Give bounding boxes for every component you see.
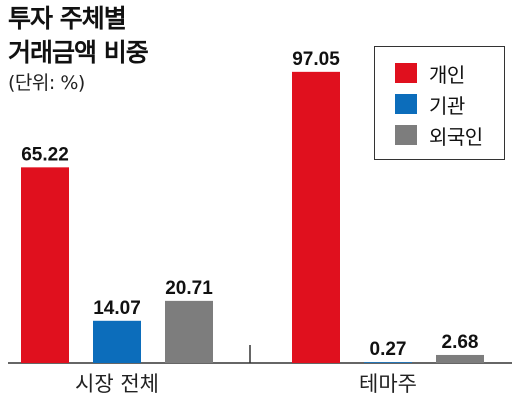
bar-theme-foreigner <box>436 354 484 363</box>
category-label-all: 시장 전체 <box>75 372 159 396</box>
bar-value-label-theme-individual: 97.05 <box>292 49 340 70</box>
unit-label: (단위: %) <box>8 72 85 94</box>
bar-all-foreigner <box>165 300 213 363</box>
bar-theme-individual <box>292 71 340 363</box>
bar-value-label-all-individual: 65.22 <box>21 144 69 165</box>
legend-swatch-institution <box>395 94 417 114</box>
bar-value-label-all-institution: 14.07 <box>93 298 141 319</box>
category-label-theme: 테마주 <box>359 372 417 396</box>
bar-value-label-all-foreigner: 20.71 <box>165 278 213 299</box>
bar-value-label-theme-foreigner: 2.68 <box>442 332 479 353</box>
legend-label-institution: 기관 <box>429 93 465 118</box>
bar-value-label-theme-institution: 0.27 <box>370 339 407 360</box>
legend: 개인 기관 외국인 <box>374 46 505 160</box>
bar-all-individual <box>21 167 69 363</box>
legend-label-individual: 개인 <box>429 62 465 87</box>
legend-label-foreigner: 외국인 <box>429 124 483 149</box>
legend-swatch-individual <box>395 63 417 83</box>
bar-all-institution <box>93 320 141 363</box>
legend-swatch-foreigner <box>395 125 417 145</box>
chart-title-line-2: 거래금액 비중 <box>8 38 149 67</box>
legend-item-institution: 기관 <box>395 92 465 118</box>
chart-title-line-1: 투자 주체별 <box>8 4 127 33</box>
legend-item-foreigner: 외국인 <box>395 123 483 149</box>
bar-theme-institution <box>364 362 412 363</box>
legend-item-individual: 개인 <box>395 61 465 87</box>
chart-title-block: 투자 주체별 거래금액 비중 (단위: %) <box>8 2 149 96</box>
